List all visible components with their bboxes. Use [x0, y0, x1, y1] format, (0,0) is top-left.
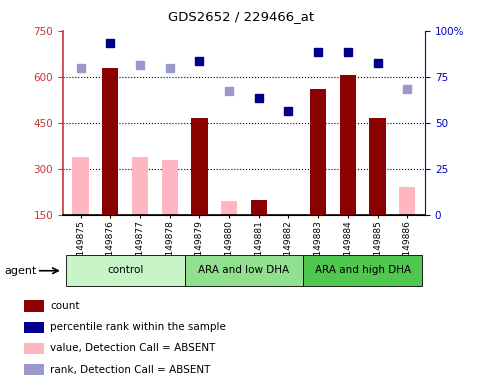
- Bar: [24, 300, 44, 312]
- Text: count: count: [50, 301, 80, 311]
- Text: control: control: [107, 265, 143, 275]
- Text: ARA and high DHA: ARA and high DHA: [314, 265, 411, 275]
- Bar: [161, 160, 178, 215]
- Bar: [24, 364, 44, 376]
- Bar: [72, 157, 89, 215]
- Bar: [221, 201, 237, 215]
- Bar: [369, 118, 386, 215]
- FancyBboxPatch shape: [66, 255, 185, 286]
- FancyBboxPatch shape: [303, 255, 422, 286]
- Bar: [191, 118, 208, 215]
- Bar: [24, 321, 44, 333]
- Text: value, Detection Call = ABSENT: value, Detection Call = ABSENT: [50, 343, 216, 354]
- Bar: [399, 187, 415, 215]
- Text: ARA and low DHA: ARA and low DHA: [199, 265, 289, 275]
- Text: GDS2652 / 229466_at: GDS2652 / 229466_at: [169, 10, 314, 23]
- Text: rank, Detection Call = ABSENT: rank, Detection Call = ABSENT: [50, 364, 211, 375]
- Text: percentile rank within the sample: percentile rank within the sample: [50, 322, 227, 333]
- Bar: [340, 75, 356, 215]
- Text: agent: agent: [5, 266, 37, 276]
- Bar: [132, 157, 148, 215]
- Bar: [24, 343, 44, 354]
- Bar: [102, 68, 118, 215]
- Bar: [310, 89, 327, 215]
- FancyBboxPatch shape: [185, 255, 303, 286]
- Bar: [251, 200, 267, 215]
